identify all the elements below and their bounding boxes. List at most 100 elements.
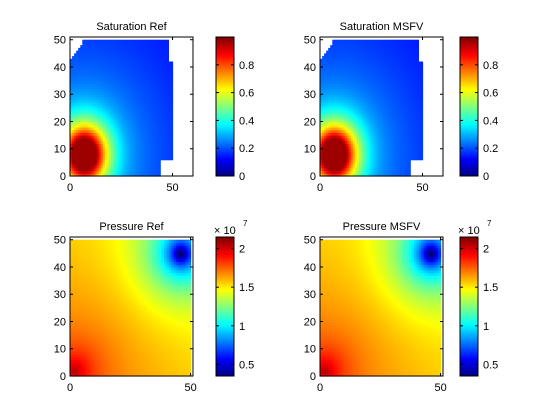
heatmap-cell — [408, 124, 411, 128]
heatmap-cell — [375, 56, 378, 60]
heatmap-cell — [406, 110, 409, 114]
heatmap-cell — [168, 96, 172, 101]
heatmap-cell — [113, 94, 116, 98]
heatmap-cell — [379, 66, 383, 71]
heatmap-cell — [133, 129, 137, 133]
heatmap-cell — [137, 129, 141, 133]
heatmap-cell — [141, 80, 145, 84]
heatmap-cell — [139, 64, 143, 68]
heatmap-cell — [125, 129, 128, 133]
heatmap-cell — [410, 53, 413, 57]
colorbar-step — [460, 139, 478, 142]
heatmap-cell — [330, 96, 333, 101]
heatmap-cell — [326, 140, 329, 144]
heatmap-cell — [367, 53, 370, 57]
heatmap-cell — [397, 42, 401, 46]
heatmap-cell — [164, 58, 167, 63]
heatmap-cell — [102, 113, 106, 117]
heatmap-cell — [137, 135, 141, 139]
heatmap-cell — [80, 167, 83, 172]
heatmap-cell — [86, 86, 90, 90]
heatmap-cell — [324, 129, 327, 133]
heatmap-cell — [336, 135, 340, 139]
heatmap-cell — [387, 154, 391, 158]
heatmap-cell — [395, 80, 399, 84]
heatmap-cell — [330, 45, 333, 49]
heatmap-cell — [152, 58, 155, 63]
heatmap-cell — [158, 151, 161, 155]
heatmap-cell — [72, 96, 75, 101]
heatmap-cell — [408, 140, 411, 144]
heatmap-cell — [106, 154, 110, 158]
heatmap-cell — [166, 75, 169, 79]
heatmap-cell — [78, 159, 81, 163]
heatmap-cell — [338, 143, 342, 147]
heatmap-cell — [363, 39, 366, 44]
heatmap-cell — [156, 132, 159, 136]
heatmap-cell — [70, 72, 73, 76]
heatmap-cell — [149, 58, 153, 63]
heatmap-cell — [131, 64, 135, 68]
heatmap-cell — [340, 159, 344, 163]
heatmap-cell — [86, 146, 90, 150]
heatmap-cell — [395, 75, 399, 79]
heatmap-cell — [102, 56, 106, 60]
heatmap-cell — [162, 137, 165, 142]
heatmap-cell — [416, 39, 419, 44]
heatmap-cell — [121, 162, 124, 166]
heatmap-cell — [111, 110, 114, 114]
heatmap-cell — [342, 47, 346, 52]
heatmap-cell — [340, 146, 344, 150]
heatmap-cell — [129, 64, 133, 68]
heatmap-cell — [98, 105, 102, 109]
heatmap-cell — [381, 96, 385, 101]
heatmap-cell — [154, 132, 157, 136]
heatmap-cell — [70, 96, 73, 101]
heatmap-cell — [322, 143, 325, 147]
heatmap-cell — [123, 45, 126, 49]
heatmap-cell — [377, 170, 381, 174]
heatmap-cell — [338, 118, 342, 123]
heatmap-cell — [406, 124, 409, 128]
heatmap-cell — [121, 156, 124, 161]
heatmap-cell — [367, 94, 370, 98]
heatmap-cell — [121, 69, 124, 74]
heatmap-cell — [94, 66, 98, 71]
heatmap-cell — [361, 42, 364, 46]
heatmap-cell — [383, 116, 387, 120]
heatmap-cell — [170, 135, 174, 139]
heatmap-cell — [408, 69, 411, 74]
heatmap-cell — [80, 88, 83, 93]
heatmap-cell — [164, 102, 167, 106]
heatmap-cell — [108, 162, 112, 166]
heatmap-cell — [361, 167, 364, 172]
heatmap-cell — [383, 110, 387, 114]
heatmap-cell — [141, 132, 145, 136]
heatmap-cell — [82, 45, 85, 49]
heatmap-cell — [84, 110, 87, 114]
heatmap-cell — [76, 151, 79, 155]
heatmap-cell — [164, 143, 167, 147]
heatmap-cell — [129, 61, 133, 65]
heatmap-cell — [96, 83, 100, 87]
heatmap-cell — [365, 156, 368, 161]
heatmap-cell — [152, 56, 155, 60]
heatmap-cell — [404, 162, 407, 166]
heatmap-cell — [412, 72, 415, 76]
heatmap-cell — [348, 66, 352, 71]
heatmap-cell — [371, 91, 374, 95]
heatmap-cell — [152, 86, 155, 90]
heatmap-cell — [96, 61, 100, 65]
heatmap-cell — [340, 113, 344, 117]
heatmap-cell — [340, 165, 344, 169]
heatmap-cell — [377, 61, 381, 65]
heatmap-cell — [94, 113, 98, 117]
heatmap-cell — [346, 94, 350, 98]
heatmap-cell — [381, 151, 385, 155]
heatmap-cell — [145, 69, 149, 74]
heatmap-cell — [147, 159, 151, 163]
heatmap-cell — [344, 156, 348, 161]
heatmap-cell — [152, 140, 155, 144]
heatmap-cell — [88, 135, 92, 139]
heatmap-cell — [402, 50, 405, 54]
